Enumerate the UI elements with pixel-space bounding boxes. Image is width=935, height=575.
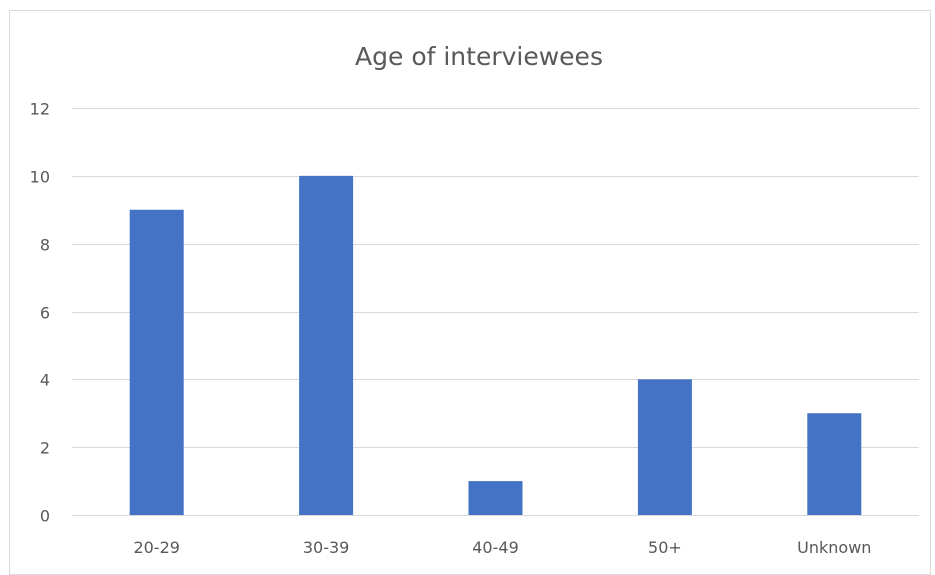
x-tick-label: 20-29 xyxy=(133,538,180,557)
x-tick-label: 50+ xyxy=(648,538,682,557)
bar-40-49 xyxy=(468,481,523,515)
y-tick-label: 8 xyxy=(40,236,50,255)
bars xyxy=(129,175,862,516)
x-tick-label: 30-39 xyxy=(303,538,350,557)
gridlines xyxy=(72,108,919,516)
y-tick-label: 12 xyxy=(30,100,50,119)
bar-20-29 xyxy=(129,209,184,515)
y-tick-label: 10 xyxy=(30,168,50,187)
x-axis-tick-labels: 20-29 30-39 40-49 50+ Unknown xyxy=(133,538,871,557)
y-axis-tick-labels: 0 2 4 6 8 10 12 xyxy=(30,100,50,526)
y-tick-label: 2 xyxy=(40,439,50,458)
y-tick-label: 0 xyxy=(40,507,50,526)
x-tick-label: 40-49 xyxy=(472,538,519,557)
bar-50+ xyxy=(637,379,692,515)
y-tick-label: 6 xyxy=(40,304,50,323)
y-tick-label: 4 xyxy=(40,371,50,390)
bar-30-39 xyxy=(299,175,354,516)
bar-Unknown xyxy=(807,413,862,515)
x-tick-label: Unknown xyxy=(797,538,871,557)
chart-title: Age of interviewees xyxy=(355,42,603,71)
